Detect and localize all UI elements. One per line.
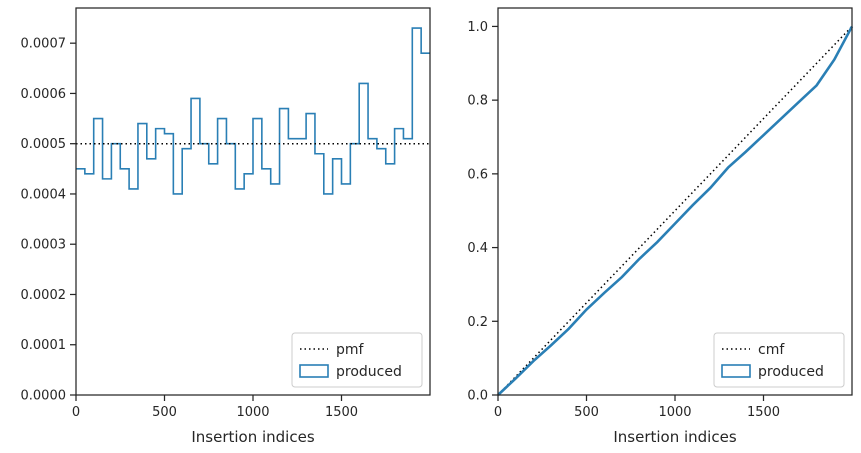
cmf-y-tick-label: 0.4 <box>467 241 488 256</box>
cmf-y-tick-label: 0.8 <box>467 94 488 109</box>
cmf-y-tick-label: 0.0 <box>467 389 488 404</box>
cmf-legend: cmf produced <box>713 332 845 388</box>
pmf-x-tick-label: 1000 <box>236 405 269 420</box>
pmf-y-tick-label: 0.0005 <box>21 137 67 152</box>
pmf-legend-label-pmf: pmf <box>336 342 365 358</box>
pmf-x-tick-label: 0 <box>72 405 80 420</box>
cmf-legend-swatch-produced <box>721 364 751 378</box>
pmf-y-tick-label: 0.0001 <box>21 338 67 353</box>
cmf-panel: 0 500 1000 1500 0.0 0.2 0.4 0.6 0.8 1.0 Insertion… <box>467 7 854 446</box>
cmf-ticks: 0 500 1000 1500 0.0 0.2 0.4 0.6 0.8 1.0 <box>467 20 780 420</box>
pmf-plot-area <box>76 27 430 195</box>
pmf-x-tick-label: 1500 <box>325 405 358 420</box>
cmf-plot-area <box>497 25 854 396</box>
pmf-legend-swatch-produced <box>299 364 329 378</box>
pmf-y-tick-label: 0.0002 <box>21 288 67 303</box>
cmf-x-tick-label: 1500 <box>747 405 780 420</box>
pmf-y-tick-label: 0.0007 <box>21 37 67 52</box>
pmf-legend-box <box>291 332 423 388</box>
cmf-legend-box <box>713 332 845 388</box>
cmf-x-tick-label: 1000 <box>658 405 691 420</box>
pmf-y-tick-label: 0.0000 <box>21 389 67 404</box>
cmf-x-tick-label: 500 <box>574 405 599 420</box>
pmf-legend: pmf produced <box>291 332 423 388</box>
cmf-x-axis-label: Insertion indices <box>613 428 736 446</box>
pmf-histogram-panel: 0 500 1000 1500 0.0000 0.0001 0.0002 0.0003 0.00… <box>21 7 431 446</box>
pmf-x-tick-label: 500 <box>152 405 177 420</box>
pmf-ticks: 0 500 1000 1500 0.0000 0.0001 0.0002 0.0003 0.00… <box>21 37 359 420</box>
pmf-y-tick-label: 0.0004 <box>21 187 67 202</box>
pmf-legend-label-produced: produced <box>336 364 402 380</box>
cmf-legend-label-cmf: cmf <box>758 342 785 358</box>
cmf-series-produced <box>497 25 854 396</box>
pmf-series-produced <box>76 27 430 195</box>
cmf-y-tick-label: 1.0 <box>467 20 488 35</box>
cmf-y-tick-label: 0.2 <box>467 315 488 330</box>
cmf-x-tick-label: 0 <box>494 405 502 420</box>
pmf-x-axis-label: Insertion indices <box>191 428 314 446</box>
cmf-legend-label-produced: produced <box>758 364 824 380</box>
cmf-y-tick-label: 0.6 <box>467 167 488 182</box>
pmf-y-tick-label: 0.0003 <box>21 238 67 253</box>
pmf-y-tick-label: 0.0006 <box>21 87 67 102</box>
